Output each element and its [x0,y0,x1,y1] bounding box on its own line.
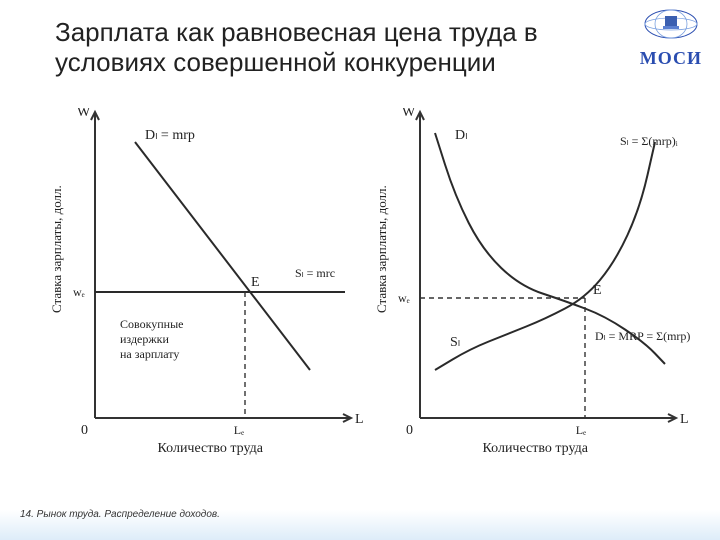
svg-text:Ставка зарплаты, долл.: Ставка зарплаты, долл. [374,185,389,313]
svg-text:Количество труда: Количество труда [158,441,264,456]
logo-text: МОСИ [640,48,702,69]
charts-container: W L 0 Количество труда Ставка зарплаты, долл… [40,108,690,478]
svg-text:wₑ: wₑ [398,291,410,305]
svg-text:Lₑ: Lₑ [234,423,244,437]
svg-text:Совокупные: Совокупные [120,317,183,331]
logo: МОСИ [640,6,702,69]
svg-text:wₑ: wₑ [73,285,85,299]
svg-text:Sₗ = Σ(mrp)ᵢ: Sₗ = Σ(mrp)ᵢ [620,134,678,148]
svg-text:E: E [251,275,260,290]
svg-text:Sₗ = mrc: Sₗ = mrc [295,266,335,280]
svg-text:Dₗ = MRP = Σ(mrp)ᵢ: Dₗ = MRP = Σ(mrp)ᵢ [595,329,690,343]
svg-text:W: W [402,108,416,120]
svg-text:издержки: издержки [120,332,169,346]
right-chart: W L 0 Количество труда Ставка зарплаты, долл… [374,108,690,456]
svg-text:L: L [680,412,689,427]
svg-text:Lₑ: Lₑ [576,423,586,437]
svg-text:Dₗ = mrp: Dₗ = mrp [145,128,195,143]
svg-text:Ставка зарплаты, долл.: Ставка зарплаты, долл. [49,185,64,313]
svg-text:L: L [355,412,364,427]
footer-text: 14. Рынок труда. Распределение доходов. [20,509,220,520]
globe-icon [640,6,702,48]
left-chart: W L 0 Количество труда Ставка зарплаты, долл… [49,108,364,456]
svg-text:0: 0 [406,423,413,438]
charts-svg: W L 0 Количество труда Ставка зарплаты, долл… [40,108,690,478]
svg-text:Sₗ: Sₗ [450,335,460,350]
svg-text:E: E [593,283,602,298]
svg-text:W: W [77,108,91,120]
svg-text:Dₗ: Dₗ [455,128,467,143]
svg-text:на зарплату: на зарплату [120,347,179,361]
svg-text:Количество труда: Количество труда [483,441,589,456]
svg-text:0: 0 [81,423,88,438]
page-title: Зарплата как равновесная цена труда в ус… [55,18,575,78]
